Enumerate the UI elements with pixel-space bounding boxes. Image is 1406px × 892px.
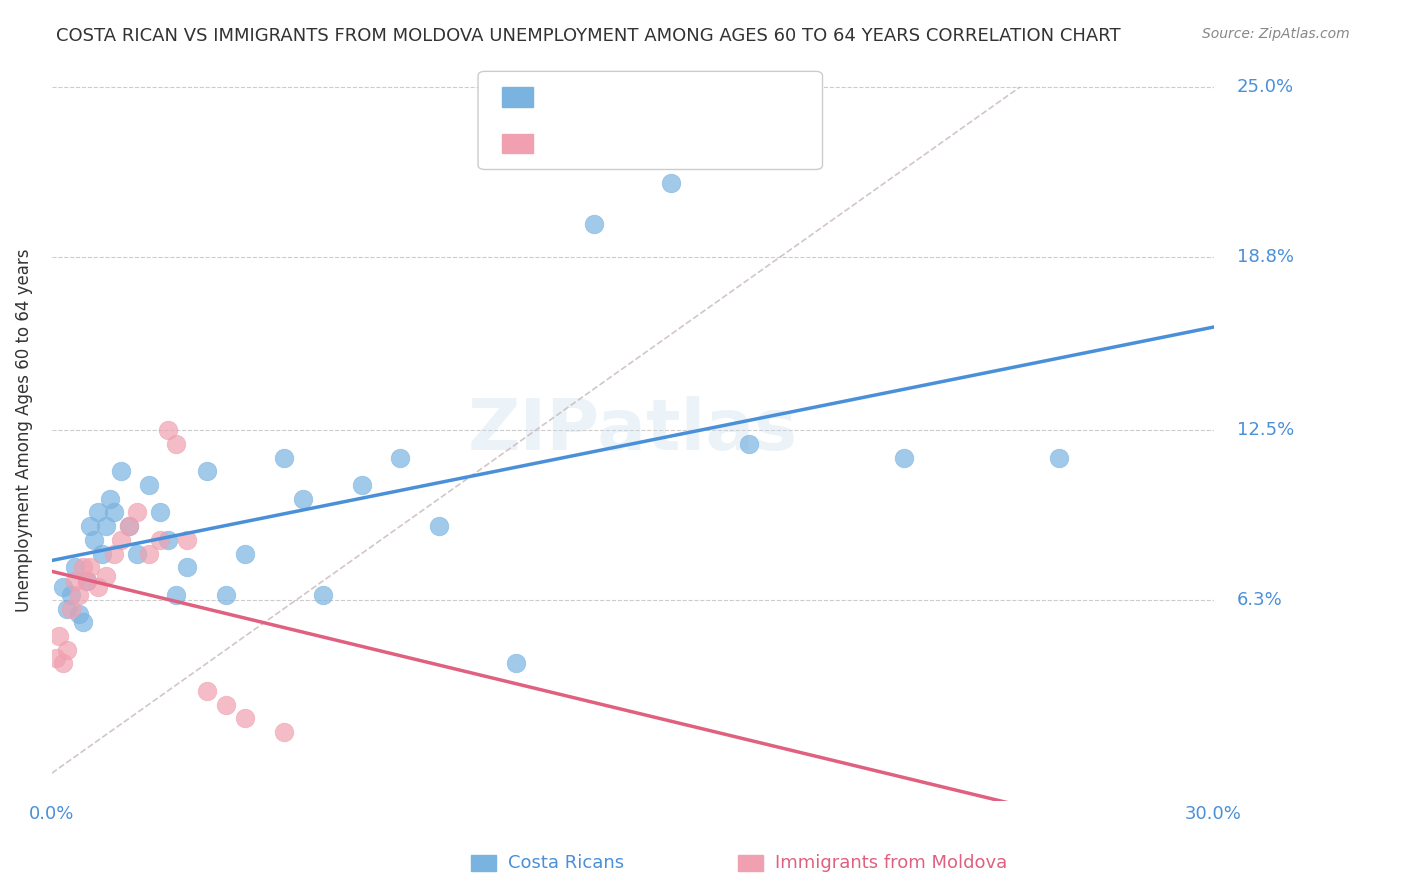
Point <box>1047 450 1070 465</box>
Y-axis label: Unemployment Among Ages 60 to 64 years: Unemployment Among Ages 60 to 64 years <box>15 248 32 612</box>
Point <box>292 491 315 506</box>
Point <box>87 580 110 594</box>
Point <box>94 568 117 582</box>
Point <box>273 450 295 465</box>
Point <box>582 217 605 231</box>
Point <box>893 450 915 465</box>
Text: Immigrants from Moldova: Immigrants from Moldova <box>775 855 1007 872</box>
Point <box>103 547 125 561</box>
Point <box>138 547 160 561</box>
Point <box>94 519 117 533</box>
Point <box>215 588 238 602</box>
Point <box>427 519 450 533</box>
Point <box>110 533 132 547</box>
Text: 25.0%: 25.0% <box>1237 78 1294 96</box>
Text: Costa Ricans: Costa Ricans <box>508 855 624 872</box>
Text: N =: N = <box>641 135 699 153</box>
Point <box>79 519 101 533</box>
Point <box>110 464 132 478</box>
Point <box>176 560 198 574</box>
Point <box>52 657 75 671</box>
Point <box>67 588 90 602</box>
Point <box>661 176 683 190</box>
Text: 6.3%: 6.3% <box>1237 591 1282 609</box>
Point <box>149 505 172 519</box>
Point <box>76 574 98 588</box>
Text: R =: R = <box>550 88 589 106</box>
Point <box>103 505 125 519</box>
Point <box>389 450 412 465</box>
Point <box>56 601 79 615</box>
Point <box>56 642 79 657</box>
Point <box>118 519 141 533</box>
Point <box>98 491 121 506</box>
Point <box>72 615 94 630</box>
Point <box>125 547 148 561</box>
Point <box>505 657 527 671</box>
Point <box>195 683 218 698</box>
Point <box>60 601 83 615</box>
Text: 18.8%: 18.8% <box>1237 248 1294 266</box>
Text: N =: N = <box>641 88 699 106</box>
Point <box>149 533 172 547</box>
Point <box>273 725 295 739</box>
Text: 37: 37 <box>702 88 727 106</box>
Point <box>87 505 110 519</box>
Point <box>83 533 105 547</box>
Point <box>63 560 86 574</box>
Text: 12.5%: 12.5% <box>1237 421 1294 439</box>
Point <box>738 437 761 451</box>
Text: 25: 25 <box>702 135 727 153</box>
Point <box>45 651 67 665</box>
Point <box>118 519 141 533</box>
Text: COSTA RICAN VS IMMIGRANTS FROM MOLDOVA UNEMPLOYMENT AMONG AGES 60 TO 64 YEARS CO: COSTA RICAN VS IMMIGRANTS FROM MOLDOVA U… <box>56 27 1121 45</box>
Text: R =: R = <box>550 135 589 153</box>
Point <box>60 588 83 602</box>
Point <box>235 547 257 561</box>
Point <box>156 423 179 437</box>
Point <box>79 560 101 574</box>
Point <box>76 574 98 588</box>
Point <box>165 588 187 602</box>
Point <box>138 478 160 492</box>
Point <box>312 588 335 602</box>
Point <box>350 478 373 492</box>
Text: 0.727: 0.727 <box>589 135 645 153</box>
Text: ZIPatlas: ZIPatlas <box>468 396 797 465</box>
Text: 0.281: 0.281 <box>589 88 647 106</box>
Point <box>67 607 90 621</box>
Point <box>176 533 198 547</box>
Point <box>156 533 179 547</box>
Point <box>48 629 70 643</box>
Point <box>52 580 75 594</box>
Point <box>72 560 94 574</box>
Point <box>215 698 238 712</box>
Point <box>125 505 148 519</box>
Point <box>165 437 187 451</box>
Point <box>63 574 86 588</box>
Text: Source: ZipAtlas.com: Source: ZipAtlas.com <box>1202 27 1350 41</box>
Point <box>235 711 257 725</box>
Point <box>195 464 218 478</box>
Point <box>91 547 114 561</box>
